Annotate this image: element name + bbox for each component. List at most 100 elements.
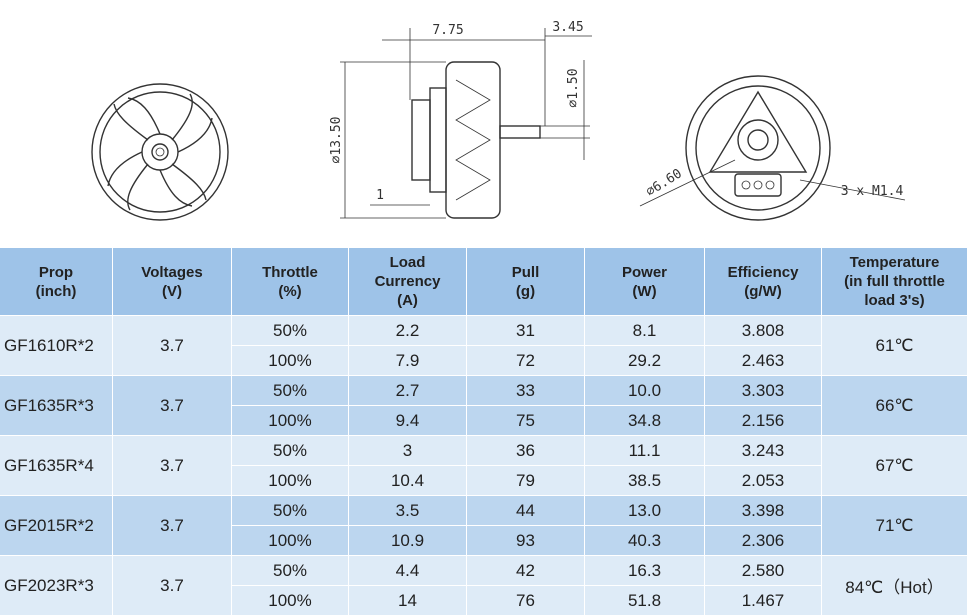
temperature-cell: 84℃（Hot） (822, 556, 968, 616)
data-cell: 42 (467, 556, 585, 586)
data-cell: 10.4 (349, 466, 467, 496)
cell-text: (in full throttle (844, 273, 945, 290)
cell-text: 9.4 (395, 410, 420, 430)
data-cell: 29.2 (585, 346, 705, 376)
cell-text: 2.2 (395, 320, 420, 340)
prop-cell: GF2015R*2 (0, 496, 113, 556)
cell-text: (g/W) (744, 282, 782, 300)
data-cell: 4.4 (349, 556, 467, 586)
header-cell: Voltages (V) (113, 248, 232, 316)
data-cell: 2.156 (705, 406, 822, 436)
cell-text: 51.8 (627, 590, 662, 610)
cell-text: 11.1 (628, 440, 661, 460)
data-cell: 7.9 (349, 346, 467, 376)
cell-text: 100% (268, 590, 312, 610)
data-cell: 8.1 (585, 316, 705, 346)
temperature-cell: 66℃ (822, 376, 968, 436)
data-cell: 10.9 (349, 526, 467, 556)
motor-drawing: 7.75 3.45 ⌀1.50 ⌀13.50 1 ⌀6.60 3 x M1.4 (91, 20, 906, 221)
data-cell: 16.3 (585, 556, 705, 586)
cell-text: 100% (268, 530, 312, 550)
cell-text: Currency (374, 273, 441, 290)
cell-text: 36 (516, 440, 535, 460)
cell-text: 14 (398, 590, 417, 610)
cell-text: 29.2 (627, 350, 662, 370)
data-cell: 11.1 (585, 436, 705, 466)
cell-text: GF1610R*2 (4, 335, 94, 355)
cell-text: 3.5 (395, 500, 420, 520)
cell-text: Prop (38, 263, 74, 281)
cell-text: 40.3 (627, 530, 662, 550)
cell-text: Voltages (141, 263, 203, 281)
data-cell: 72 (467, 346, 585, 376)
data-cell: 36 (467, 436, 585, 466)
dimension-label: ⌀13.50 (329, 117, 344, 164)
cell-text: 2.463 (741, 350, 785, 370)
cell-text: Power (621, 263, 667, 281)
cell-text: 2.053 (741, 470, 785, 490)
header-cell: Power (W) (585, 248, 705, 316)
data-cell: 100% (232, 406, 349, 436)
header-cell: Load Currency (A) (349, 248, 467, 316)
cell-text: 50% (272, 320, 308, 340)
cell-text: 75 (516, 410, 535, 430)
data-cell: 76 (467, 586, 585, 616)
data-cell: 34.8 (585, 406, 705, 436)
dimension-label: 1 (376, 188, 384, 203)
cell-text: 7.9 (395, 350, 420, 370)
cell-text: 1.467 (741, 590, 785, 610)
data-cell: 1.467 (705, 586, 822, 616)
side-view: 7.75 3.45 ⌀1.50 ⌀13.50 1 (329, 20, 592, 219)
cell-text: 50% (272, 440, 308, 460)
data-cell: 50% (232, 556, 349, 586)
data-cell: 2.580 (705, 556, 822, 586)
data-cell: 10.0 (585, 376, 705, 406)
data-cell: 75 (467, 406, 585, 436)
dimension-label: 7.75 (432, 23, 463, 38)
cell-text: 33 (516, 380, 535, 400)
cell-text: 8.1 (632, 320, 657, 340)
header-cell: Temperature (in full throttle load 3's) (822, 248, 968, 316)
cell-text: 42 (516, 560, 535, 580)
spec-table: Prop (inch) Voltages (V) Throttle (%) Load Curr… (0, 248, 968, 616)
cell-text: Pull (511, 263, 540, 281)
data-cell: 50% (232, 316, 349, 346)
header-cell: Prop (inch) (0, 248, 113, 316)
cell-text: (inch) (35, 282, 77, 300)
data-cell: 2.053 (705, 466, 822, 496)
data-cell: 14 (349, 586, 467, 616)
cell-text: 2.580 (741, 560, 785, 580)
cell-text: 71℃ (875, 515, 914, 535)
cell-text: 16.3 (627, 560, 662, 580)
cell-text: (g) (515, 282, 536, 300)
cell-text: 50% (272, 560, 308, 580)
cell-text: 3.7 (160, 335, 184, 355)
data-cell: 2.463 (705, 346, 822, 376)
data-cell: 3.303 (705, 376, 822, 406)
cell-text: 100% (268, 350, 312, 370)
data-cell: 13.0 (585, 496, 705, 526)
cell-text: Load (389, 254, 426, 271)
dimension-label: ⌀1.50 (566, 68, 581, 107)
cell-text: 38.5 (627, 470, 662, 490)
cell-text: 3.7 (160, 455, 184, 475)
voltage-cell: 3.7 (113, 376, 232, 436)
data-cell: 44 (467, 496, 585, 526)
cell-text: 100% (268, 470, 312, 490)
header-cell: Efficiency (g/W) (705, 248, 822, 316)
data-cell: 100% (232, 526, 349, 556)
bottom-view: ⌀6.60 3 x M1.4 (639, 75, 906, 221)
prop-cell: GF1610R*2 (0, 316, 113, 376)
cell-text: 50% (272, 380, 308, 400)
cell-text: GF1635R*3 (4, 395, 94, 415)
data-cell: 100% (232, 466, 349, 496)
data-cell: 51.8 (585, 586, 705, 616)
cell-text: 93 (516, 530, 535, 550)
data-cell: 50% (232, 496, 349, 526)
cell-text: GF1635R*4 (4, 455, 94, 475)
cell-text: 3.808 (741, 320, 785, 340)
cell-text: 2.7 (395, 380, 420, 400)
data-cell: 2.7 (349, 376, 467, 406)
prop-cell: GF1635R*4 (0, 436, 113, 496)
